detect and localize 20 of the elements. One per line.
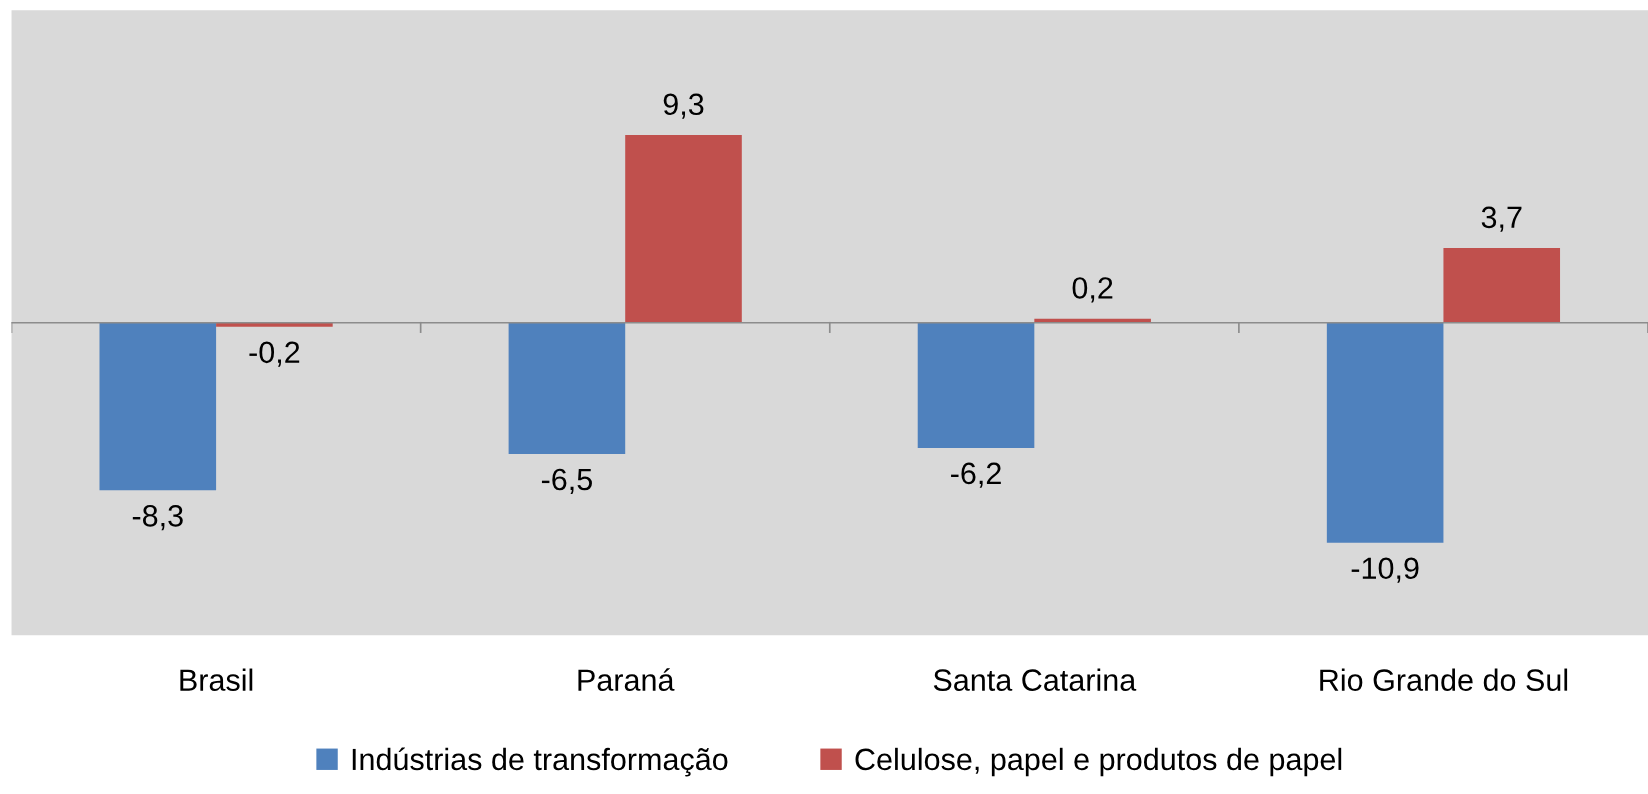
bar <box>508 322 626 454</box>
data-label: -8,3 <box>132 505 183 531</box>
x-tick-label: Paraná <box>578 668 675 691</box>
x-tick-label: Rio Grande do Sul <box>1320 668 1568 691</box>
bar <box>1326 322 1444 543</box>
x-tick-label: Santa Catarina <box>933 668 1137 691</box>
data-label: 9,3 <box>663 93 704 119</box>
data-label: -0,2 <box>249 341 300 367</box>
bar <box>625 135 742 323</box>
bar <box>1443 248 1561 323</box>
data-label: -6,5 <box>541 468 592 494</box>
data-label: 3,7 <box>1481 206 1522 232</box>
x-tick-label: Brasil <box>180 668 253 691</box>
legend-label: Indústrias de transformação <box>352 747 728 777</box>
bar <box>917 322 1035 448</box>
data-label: -6,2 <box>951 462 1001 488</box>
data-label: -10,9 <box>1351 557 1419 583</box>
legend-label: Celulose, papel e produtos de papel <box>855 747 1342 777</box>
bar <box>99 322 217 491</box>
data-label: 0,2 <box>1072 277 1113 303</box>
